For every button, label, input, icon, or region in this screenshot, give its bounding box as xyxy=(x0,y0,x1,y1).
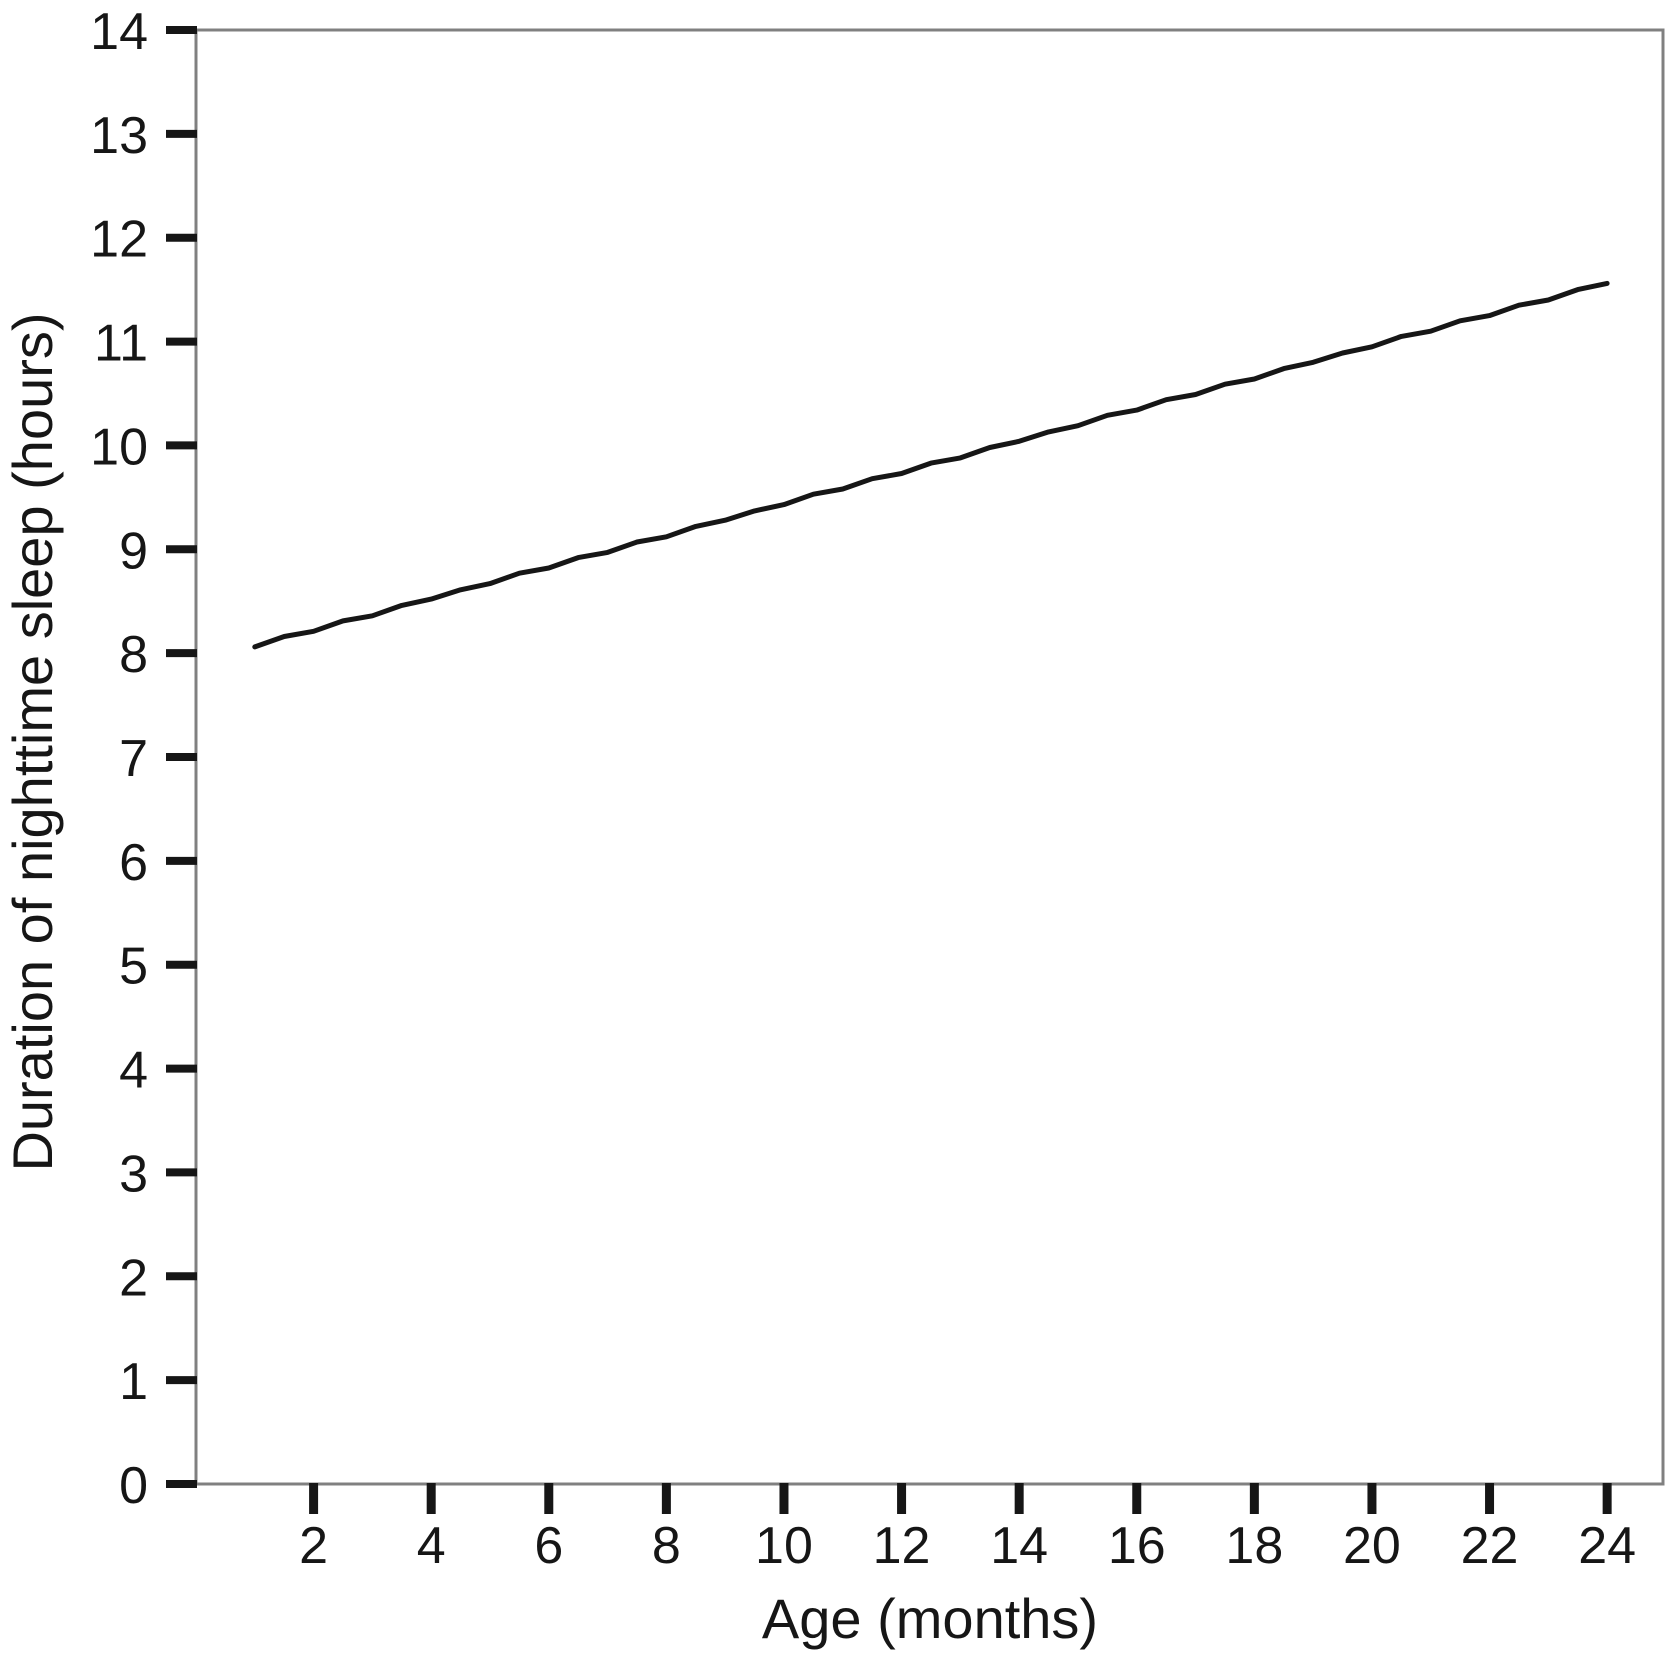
x-tick-label: 22 xyxy=(1461,1517,1519,1575)
x-tick-label: 16 xyxy=(1108,1517,1166,1575)
y-tick-label: 12 xyxy=(90,211,148,269)
x-tick-label: 14 xyxy=(990,1517,1048,1575)
x-tick-label: 10 xyxy=(755,1517,813,1575)
y-tick-label: 14 xyxy=(90,3,148,61)
y-tick-label: 10 xyxy=(90,418,148,476)
y-axis-title: Duration of nighttime sleep (hours) xyxy=(1,312,64,1171)
y-tick-label: 11 xyxy=(94,315,148,373)
x-axis-tick-labels: 2 4 6 8 10 12 14 16 18 20 22 24 xyxy=(299,1517,1636,1575)
y-tick-label: 2 xyxy=(119,1249,148,1307)
y-tick-label: 5 xyxy=(119,938,148,996)
x-tick-label: 18 xyxy=(1225,1517,1283,1575)
y-tick-label: 3 xyxy=(119,1145,148,1203)
x-tick-label: 8 xyxy=(652,1517,681,1575)
y-tick-label: 4 xyxy=(119,1042,148,1100)
y-tick-label: 6 xyxy=(119,834,148,892)
y-tick-label: 1 xyxy=(119,1353,148,1411)
sleep-duration-line xyxy=(252,280,1610,650)
x-axis-ticks xyxy=(309,1483,1612,1514)
plot-area-frame xyxy=(194,28,1665,1486)
x-tick-label: 2 xyxy=(299,1517,328,1575)
x-axis-title: Age (months) xyxy=(762,1587,1098,1650)
x-tick-label: 12 xyxy=(873,1517,931,1575)
y-tick-label: 13 xyxy=(90,107,148,165)
y-tick-label: 8 xyxy=(119,626,148,684)
y-tick-label: 0 xyxy=(119,1457,148,1515)
y-axis-ticks xyxy=(166,26,197,1488)
x-tick-label: 20 xyxy=(1343,1517,1401,1575)
x-tick-label: 24 xyxy=(1578,1517,1636,1575)
y-tick-label: 7 xyxy=(119,730,148,788)
x-tick-label: 4 xyxy=(417,1517,446,1575)
x-tick-label: 6 xyxy=(534,1517,563,1575)
y-tick-label: 9 xyxy=(119,522,148,580)
